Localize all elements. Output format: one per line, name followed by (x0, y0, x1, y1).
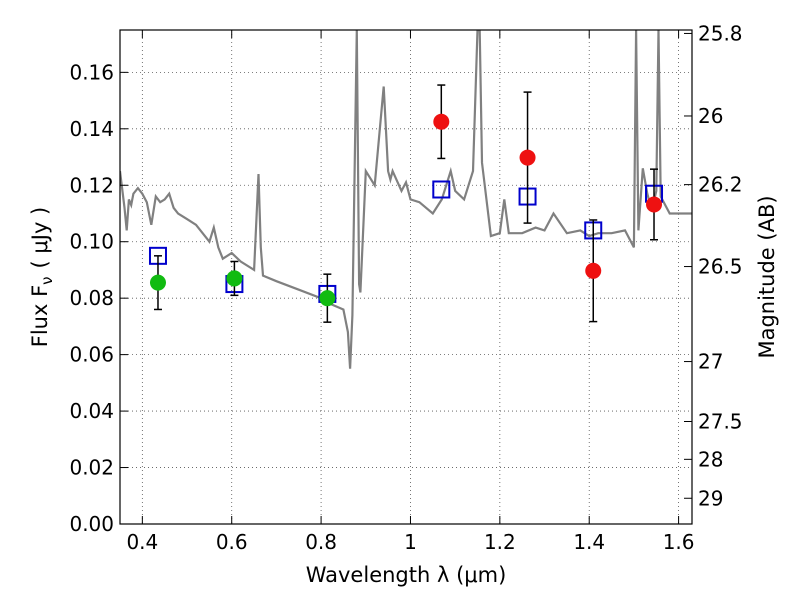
photometry-point (519, 149, 536, 166)
y2-axis-label: Magnitude (AB) (755, 195, 779, 358)
photometry-point (585, 262, 602, 279)
spectrum-line (120, 30, 692, 369)
y2-tick-label: 27.5 (698, 410, 743, 434)
x-tick-label: 1 (404, 530, 417, 554)
model-square (432, 180, 451, 199)
y2-tick-label: 25.8 (698, 21, 743, 45)
y2-tick-label: 27 (698, 350, 723, 374)
x-tick-label: 0.4 (126, 530, 158, 554)
x-tick-label: 0.6 (216, 530, 248, 554)
plot-frame (119, 29, 693, 525)
y2-tick-label: 28 (698, 447, 723, 471)
y2-tick-label: 26.5 (698, 255, 743, 279)
data-points (148, 84, 664, 323)
grid (120, 30, 692, 525)
y-tick-label: 0.02 (69, 456, 114, 480)
photometry-point (433, 113, 450, 130)
y-tick-label: 0.16 (69, 60, 114, 84)
y2-tick-label: 29 (698, 486, 723, 510)
y-tick-label: 0.10 (69, 230, 114, 254)
x-tick-label: 1.6 (663, 530, 695, 554)
y2-tick-label: 26 (698, 104, 723, 128)
axis-ticks: 0.4 0.6 0.8 1 1.2 1.4 1.6 0.00 0.02 0.04 0.06 0.08 0… (69, 21, 742, 554)
x-axis-label: Wavelength λ (μm) (306, 563, 507, 587)
spectrum-path (120, 30, 692, 369)
y-tick-label: 0.14 (69, 117, 114, 141)
y-axis-label-unit: ( μJy ) (28, 207, 52, 269)
y-tick-label: 0.06 (69, 343, 114, 367)
y-tick-label: 0.04 (69, 399, 114, 423)
x-tick-label: 1.4 (573, 530, 605, 554)
x-tick-label: 0.8 (305, 530, 337, 554)
photometry-point (646, 196, 663, 213)
photometry-point (149, 274, 166, 291)
y-tick-label: 0.00 (69, 512, 114, 536)
y-axis-label: Flux Fν( μJy ) (28, 207, 56, 348)
y-tick-label: 0.08 (69, 286, 114, 310)
photometry-point (319, 290, 336, 307)
y-tick-label: 0.12 (69, 173, 114, 197)
y2-tick-label: 26.2 (698, 173, 743, 197)
x-tick-label: 1.2 (484, 530, 516, 554)
photometry-point (226, 270, 243, 287)
y-axis-label-subscript: ν (38, 276, 56, 284)
